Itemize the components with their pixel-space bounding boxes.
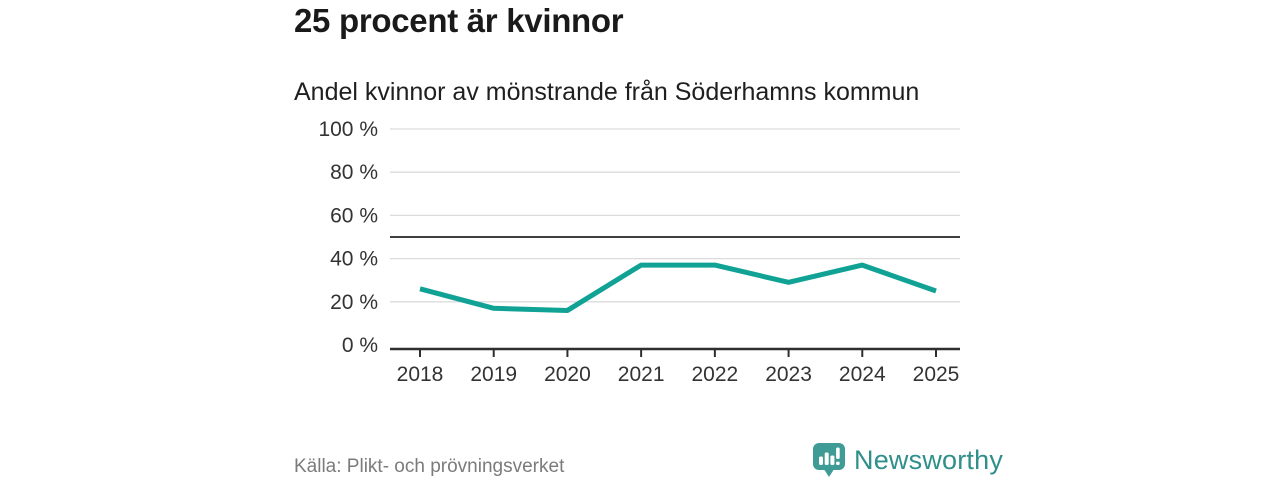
x-tick-label: 2021 bbox=[618, 363, 665, 386]
line-chart: 0 % 20 % 40 % 60 % 80 % 100 % 2018 2019 2020 2021… bbox=[280, 112, 990, 407]
line-chart-svg: 0 % 20 % 40 % 60 % 80 % 100 % 2018 2019 2020 2021… bbox=[318, 118, 960, 386]
y-tick-label: 100 % bbox=[318, 118, 378, 141]
y-tick-label: 80 % bbox=[330, 161, 378, 184]
x-tick-label: 2020 bbox=[544, 363, 591, 386]
x-tick-label: 2025 bbox=[913, 363, 960, 386]
y-tick-label: 0 % bbox=[342, 334, 378, 357]
source-note: Källa: Plikt- och prövningsverket bbox=[294, 456, 565, 477]
y-tick-label: 40 % bbox=[330, 248, 378, 271]
chart-title: 25 procent är kvinnor bbox=[294, 2, 624, 39]
chart-subtitle: Andel kvinnor av mönstrande från Söderha… bbox=[294, 78, 920, 106]
x-tick-label: 2023 bbox=[765, 363, 812, 386]
bar-chart-badge-icon bbox=[813, 443, 845, 477]
newsworthy-logo: Newsworthy bbox=[812, 442, 1003, 479]
data-line-andel-kvinnor bbox=[419, 262, 937, 313]
y-tick-label: 20 % bbox=[330, 291, 378, 314]
y-tick-label: 60 % bbox=[330, 204, 378, 227]
newsworthy-wordmark: Newsworthy bbox=[854, 445, 1004, 475]
x-tick-label: 2018 bbox=[397, 363, 444, 386]
x-tick-label: 2019 bbox=[470, 363, 517, 386]
x-tick-label: 2022 bbox=[691, 363, 738, 386]
x-tick-label: 2024 bbox=[839, 363, 886, 386]
